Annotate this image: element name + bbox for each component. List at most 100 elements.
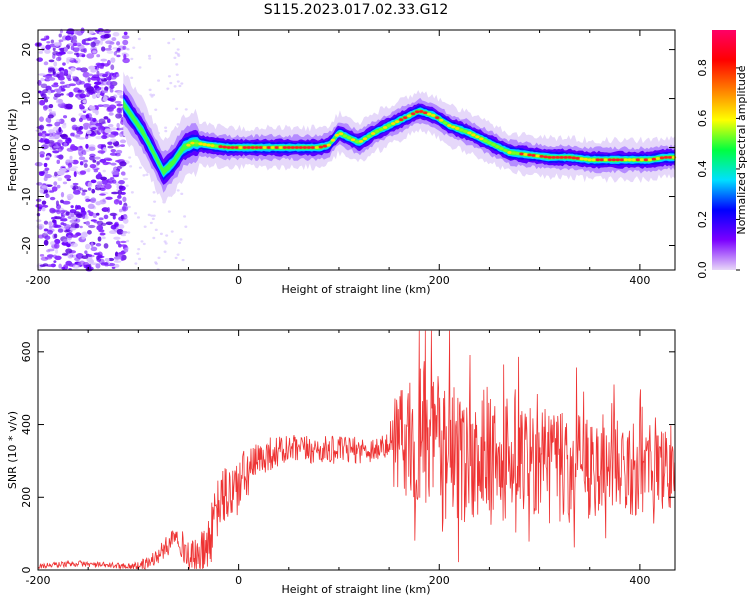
spectrogram-noise-dot — [118, 243, 122, 248]
spectrogram-noise-dot — [181, 258, 185, 262]
spectrogram-noise-dot — [78, 156, 86, 161]
spectrogram-noise-dot — [173, 85, 177, 88]
spectrogram-noise-dot — [41, 200, 47, 205]
spectrogram-noise-dot — [175, 73, 179, 76]
spectrogram-noise-dot — [150, 95, 154, 98]
ridge-core-dot — [266, 146, 271, 149]
spectrogram-noise-dot — [75, 79, 82, 86]
spectrogram-noise-dot — [130, 57, 134, 61]
spectrogram-noise-dot — [99, 193, 106, 196]
ridge-core-dot — [487, 141, 492, 145]
spectrogram-noise-dot — [164, 242, 168, 245]
spectrogram-noise-dot — [136, 216, 140, 219]
spectrogram-noise-dot — [110, 127, 117, 131]
spectrogram-noise-dot — [105, 40, 113, 45]
spectrogram-noise-dot — [53, 216, 62, 220]
ridge-core-dot — [515, 152, 520, 155]
spectrogram-noise-dot — [64, 174, 72, 179]
spectrogram-noise-dot — [100, 86, 104, 91]
ridge-core-dot — [615, 158, 621, 162]
spectrogram-noise-dot — [107, 141, 113, 145]
ridge-core-dot — [218, 145, 223, 148]
spectrogram-noise-dot — [99, 232, 106, 236]
ridge-core-dot — [254, 146, 259, 149]
spectrogram-noise-dot — [41, 207, 46, 212]
spectrogram-noise-dot — [64, 230, 69, 233]
spectrogram-noise-dot — [121, 230, 128, 234]
spectrogram-noise-dot — [54, 42, 60, 47]
spectrogram-noise-dot — [43, 162, 48, 168]
spectrogram-noise-dot — [54, 248, 59, 254]
spectrogram-noise-dot — [75, 30, 80, 35]
spectrogram-noise-dot — [116, 195, 122, 200]
spectrogram-noise-dot — [120, 244, 127, 247]
spectrogram-noise-dot — [119, 95, 125, 99]
spectrogram-noise-dot — [53, 82, 59, 86]
spectrogram-noise-dot — [66, 28, 75, 33]
spectrogram-noise-dot — [57, 228, 64, 233]
ridge-core-dot — [543, 155, 548, 159]
ridge-core-dot — [410, 112, 416, 116]
ridge-core-dot — [374, 129, 380, 133]
spectrogram-noise-dot — [65, 137, 72, 144]
spectrogram-noise-dot — [152, 214, 156, 217]
spectrogram-noise-dot — [43, 138, 50, 144]
ridge-core-dot — [599, 158, 604, 162]
spectrogram-noise-dot — [54, 121, 61, 127]
spectrogram-noise-dot — [40, 77, 45, 82]
spectrogram-noise-dot — [40, 93, 47, 98]
spectrogram-noise-dot — [97, 104, 104, 107]
ridge-core-dot — [350, 138, 356, 142]
spectrogram-noise-dot — [56, 155, 63, 159]
ridge-core-dot — [507, 151, 512, 154]
colorbar-tick-label: 0.0 — [696, 261, 709, 279]
spectrogram-noise-dot — [125, 47, 129, 51]
spectrogram-noise-dot — [102, 207, 109, 211]
spectrogram-noise-dot — [60, 85, 65, 89]
spectrogram-noise-dot — [105, 221, 113, 226]
ridge-core-dot — [238, 146, 243, 149]
spectrogram-noise-dot — [86, 256, 93, 263]
spectrogram-noise-dot — [83, 159, 88, 163]
spectrogram-noise-dot — [55, 98, 64, 104]
spectrogram-noise-dot — [45, 35, 50, 40]
ridge-core-dot — [551, 155, 556, 159]
spectrogram-noise-dot — [85, 198, 90, 203]
spectrogram-noise-dot — [72, 134, 81, 138]
spectrogram-noise-dot — [112, 179, 117, 184]
snr-x-axis-label: Height of straight line (km) — [281, 583, 430, 596]
spectrogram-noise-dot — [40, 83, 48, 89]
spectrogram-noise-dot — [53, 224, 62, 228]
spectrogram-noise-dot — [70, 215, 77, 221]
x-tick-label: 400 — [629, 574, 650, 587]
spectrogram-noise-dot — [37, 206, 42, 212]
spectrogram-noise-dot — [99, 158, 107, 163]
spectrogram-noise-dot — [136, 252, 140, 255]
spectrogram-noise-dot — [49, 190, 55, 193]
ridge-core-dot — [402, 116, 408, 120]
spectrogram-noise-dot — [54, 233, 58, 239]
spectrogram-noise-dot — [123, 53, 127, 60]
ridge-core-dot — [503, 149, 508, 152]
spectrogram-noise-dot — [104, 183, 112, 190]
spectrogram-noise-dot — [67, 234, 72, 241]
spectrogram-noise-dot — [82, 71, 90, 78]
ridge-outer — [123, 90, 676, 185]
spectrogram-noise-dot — [106, 107, 114, 113]
spectrogram-noise-dot — [38, 171, 45, 176]
ridge-core-dot — [491, 143, 496, 147]
ridge-core-dot — [467, 131, 472, 135]
spectrogram-noise-dot — [122, 196, 127, 202]
ridge-core-dot — [591, 158, 596, 162]
spectrogram-noise-dot — [84, 215, 89, 220]
spectrogram-noise-dot — [87, 254, 93, 258]
spectrogram-noise-dot — [46, 73, 54, 77]
spectrogram-noise-dot — [58, 39, 64, 43]
ridge-core-dot — [539, 154, 544, 158]
spectrogram-noise-dot — [105, 158, 113, 162]
spectrogram-noise-dot — [184, 225, 188, 228]
spectrogram-noise-dot — [75, 42, 82, 47]
x-tick-label: 400 — [629, 274, 650, 287]
ridge-core-dot — [451, 125, 456, 129]
